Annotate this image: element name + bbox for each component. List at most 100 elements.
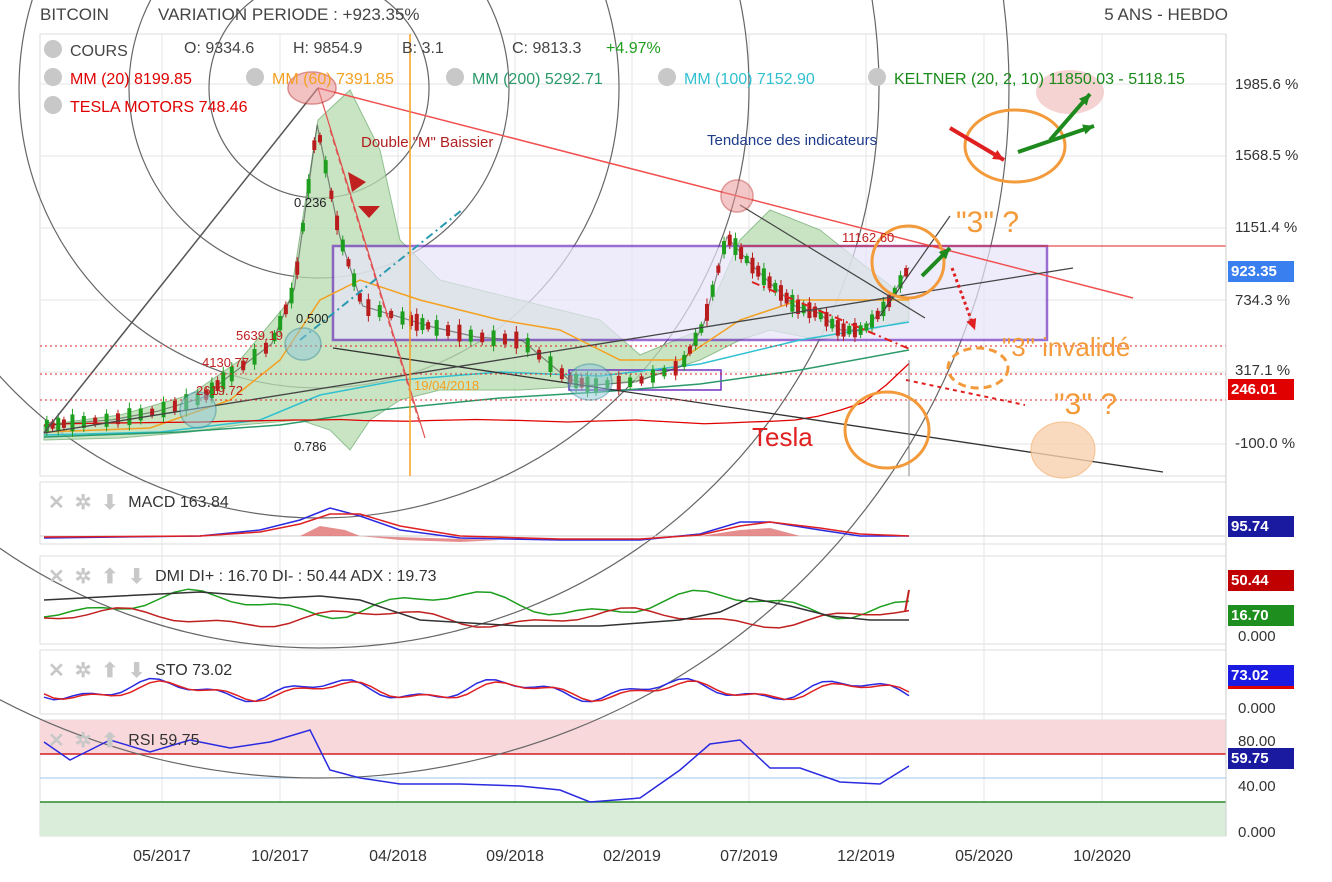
- gear-icon[interactable]: ✲: [74, 566, 92, 588]
- dashdot-line: [299, 209, 463, 341]
- y-tick-label: 734.3 %: [1235, 292, 1291, 309]
- legend-cours[interactable]: COURS: [44, 40, 128, 61]
- level-2619-label: 2619.72: [196, 383, 243, 398]
- gear-icon[interactable]: [868, 68, 886, 86]
- candle-body: [138, 408, 143, 421]
- candle-body: [733, 238, 738, 255]
- candle-body: [289, 287, 294, 304]
- candle-body: [329, 190, 334, 199]
- cours-label: COURS: [70, 43, 128, 60]
- dmi-label: DMI: [155, 568, 185, 585]
- rsi-level-80: 80.00: [1238, 733, 1276, 750]
- legend-mm200[interactable]: MM (200) 5292.71: [446, 68, 603, 89]
- orange-circle: [870, 224, 946, 300]
- candle-body: [161, 401, 166, 418]
- gear-icon[interactable]: [44, 40, 62, 58]
- candle-body: [830, 318, 835, 329]
- gear-icon[interactable]: [44, 96, 62, 114]
- orange-circle: [843, 390, 931, 470]
- arrow-up-icon[interactable]: ⬆: [101, 566, 119, 588]
- candle-body: [278, 315, 283, 331]
- legend-mm60[interactable]: MM (60) 7391.85: [246, 68, 394, 89]
- gear-icon[interactable]: [246, 68, 264, 86]
- gear-icon[interactable]: ✲: [74, 730, 92, 752]
- mm200-label: MM (200): [472, 71, 541, 88]
- candle-body: [687, 346, 692, 354]
- fib-arc: [0, 0, 880, 649]
- candle-body: [468, 329, 473, 342]
- legend-mm100[interactable]: MM (100) 7152.90: [658, 68, 815, 89]
- mm20-value: 8199.85: [134, 71, 192, 88]
- close-icon[interactable]: ✕: [48, 730, 65, 752]
- legend-open: O: 9334.6: [184, 40, 255, 57]
- candle-body: [852, 322, 857, 338]
- legend-close: C: 9813.3: [512, 40, 582, 57]
- candle-body: [81, 415, 86, 428]
- fib-0236-label: 0.236: [294, 195, 327, 210]
- candle-body: [272, 332, 277, 342]
- macd-label: MACD: [128, 494, 176, 511]
- tesla-value-tag: 246.01: [1228, 379, 1294, 400]
- current-value-tag: 923.35: [1228, 261, 1294, 282]
- candle-body: [209, 382, 214, 399]
- support-marker: [284, 327, 322, 361]
- period-label[interactable]: 5 ANS - HEBDO: [1104, 5, 1228, 24]
- x-tick-label: 05/2020: [955, 848, 1013, 865]
- close-icon[interactable]: ✕: [48, 660, 65, 682]
- gear-icon[interactable]: [446, 68, 464, 86]
- arrow-up-icon[interactable]: ⬆: [101, 730, 119, 752]
- adx-line: [43, 591, 909, 627]
- green-arrow-head: [1082, 124, 1094, 135]
- candle-body: [887, 295, 892, 308]
- candle-body: [650, 369, 655, 383]
- candle-body: [892, 287, 897, 296]
- orange-circle: [963, 108, 1067, 184]
- legend-tesla[interactable]: TESLA MOTORS 748.46: [44, 96, 248, 117]
- macd-histogram: [360, 536, 500, 542]
- candle-body: [446, 325, 451, 336]
- candle-body: [70, 414, 75, 432]
- arrow-down-icon[interactable]: ⬇: [128, 660, 146, 682]
- gear-icon[interactable]: [658, 68, 676, 86]
- x-tick-label: 10/2020: [1073, 848, 1131, 865]
- period-variation: VARIATION PERIODE : +923.35%: [158, 5, 420, 24]
- candle-body: [434, 320, 439, 336]
- arrow-down-icon[interactable]: ⬇: [128, 566, 146, 588]
- gear-icon[interactable]: ✲: [74, 660, 92, 682]
- legend-high: H: 9854.9: [293, 40, 363, 57]
- dmi-minus-tag: 50.44: [1228, 570, 1294, 591]
- tesla-note: Tesla: [752, 422, 813, 452]
- macd-title: ✕ ✲ ⬇ MACD 163.84: [48, 490, 229, 515]
- x-tick-label: 07/2019: [720, 848, 778, 865]
- candle-body: [847, 325, 852, 335]
- macd-value: 163.84: [179, 494, 229, 511]
- trend-note: Tendance des indicateurs: [707, 132, 878, 149]
- candle-body: [44, 419, 49, 432]
- tesla-value: 748.46: [198, 99, 248, 116]
- candle-body: [841, 323, 846, 337]
- orange-circle: [1030, 421, 1096, 479]
- keltner-value: 11850.03 - 5118.15: [1048, 71, 1185, 88]
- candle-body: [818, 310, 823, 320]
- candle-body: [824, 312, 829, 327]
- legend-keltner[interactable]: KELTNER (20, 2, 10) 11850.03 - 5118.15: [868, 68, 1185, 89]
- gear-icon[interactable]: ✲: [74, 492, 92, 514]
- gear-icon[interactable]: [44, 68, 62, 86]
- green-arrow-head: [938, 248, 950, 260]
- mm60-label: MM (60): [272, 71, 332, 88]
- macd-line: [43, 507, 909, 541]
- arrow-up-icon[interactable]: ⬆: [101, 660, 119, 682]
- y-tick-label: 1568.5 %: [1235, 147, 1299, 164]
- rsi-zero-label: 0.000: [1238, 824, 1276, 841]
- close-icon[interactable]: ✕: [48, 566, 65, 588]
- close-icon[interactable]: ✕: [48, 492, 65, 514]
- red-arrow-head: [992, 150, 1004, 160]
- legend-mm20[interactable]: MM (20) 8199.85: [44, 68, 192, 89]
- arrow-down-icon[interactable]: ⬇: [101, 492, 119, 514]
- y-tick-label: -100.0 %: [1235, 435, 1296, 452]
- symbol-title: BITCOIN: [40, 5, 109, 24]
- dmi-title: ✕ ✲ ⬆ ⬇ DMI DI+ : 16.70 DI- : 50.44 ADX : 19…: [48, 564, 437, 589]
- candle-body: [377, 305, 382, 318]
- candle-body: [767, 276, 772, 289]
